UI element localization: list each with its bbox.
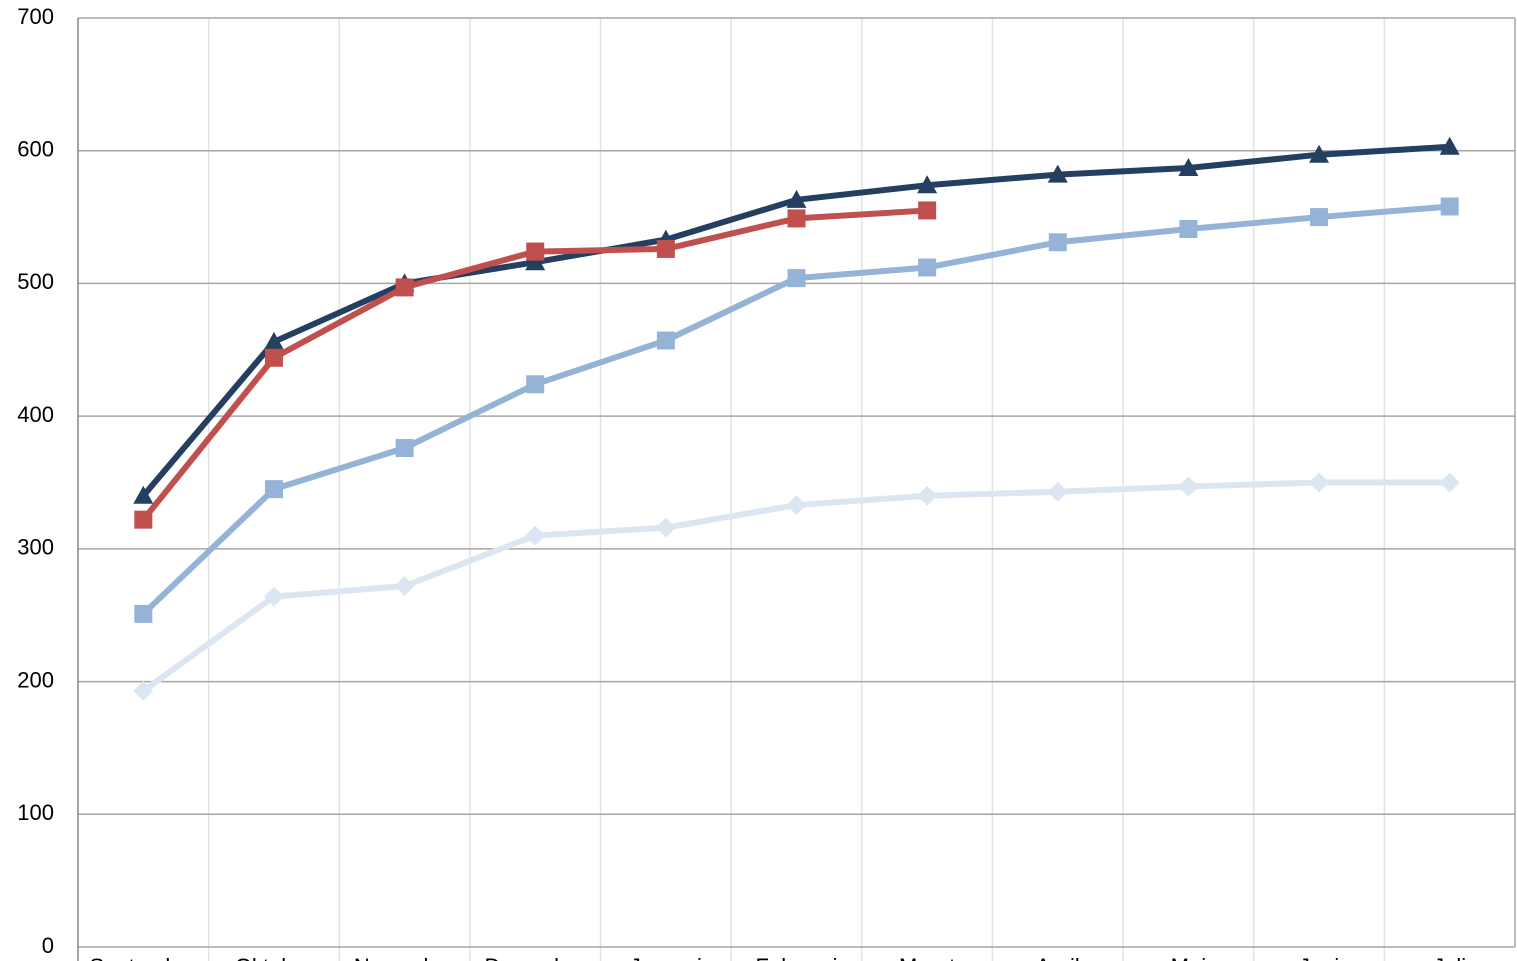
x-tick-label: Oktober <box>235 954 313 961</box>
marker <box>526 242 545 261</box>
marker <box>1309 472 1330 493</box>
marker <box>1439 472 1460 493</box>
y-tick-label: 100 <box>17 800 54 825</box>
x-tick-label: Juli <box>1433 954 1466 961</box>
marker <box>787 269 806 288</box>
marker <box>787 209 806 228</box>
marker <box>918 258 937 277</box>
y-tick-label: 300 <box>17 535 54 560</box>
x-tick-label: September <box>90 954 198 961</box>
marker <box>395 438 414 457</box>
x-tick-label: Mei <box>1171 954 1206 961</box>
y-tick-label: 700 <box>17 4 54 29</box>
marker <box>656 239 675 258</box>
marker <box>656 331 675 350</box>
y-tick-label: 600 <box>17 137 54 162</box>
marker <box>786 495 807 516</box>
marker <box>786 189 807 208</box>
y-tick-label: 0 <box>42 933 54 958</box>
marker <box>264 480 283 499</box>
x-tick-label: Januari <box>630 954 702 961</box>
marker <box>264 348 283 367</box>
marker <box>526 375 545 394</box>
marker <box>1047 164 1068 183</box>
marker <box>1047 481 1068 502</box>
marker <box>394 576 415 597</box>
marker <box>1178 476 1199 497</box>
marker <box>917 485 938 506</box>
marker <box>1310 208 1329 227</box>
marker <box>263 331 284 350</box>
marker <box>1309 144 1330 163</box>
x-tick-label: Februari <box>756 954 838 961</box>
x-tick-label: November <box>354 954 455 961</box>
marker <box>1439 136 1460 155</box>
marker <box>133 680 154 701</box>
marker <box>1048 233 1067 252</box>
marker <box>263 586 284 607</box>
marker <box>395 278 414 297</box>
x-tick-label: April <box>1036 954 1080 961</box>
x-tick-label: Juni <box>1299 954 1339 961</box>
marker <box>1179 220 1198 239</box>
marker <box>133 485 154 504</box>
marker <box>134 510 153 529</box>
y-tick-label: 200 <box>17 667 54 692</box>
marker <box>1440 197 1459 216</box>
marker <box>134 604 153 623</box>
marker <box>918 201 937 220</box>
marker <box>655 517 676 538</box>
marker <box>1178 157 1199 176</box>
y-tick-label: 500 <box>17 269 54 294</box>
marker <box>525 525 546 546</box>
y-tick-label: 400 <box>17 402 54 427</box>
x-tick-label: December <box>484 954 585 961</box>
marker <box>917 175 938 194</box>
marker <box>525 252 546 271</box>
x-tick-label: Maart <box>899 954 955 961</box>
